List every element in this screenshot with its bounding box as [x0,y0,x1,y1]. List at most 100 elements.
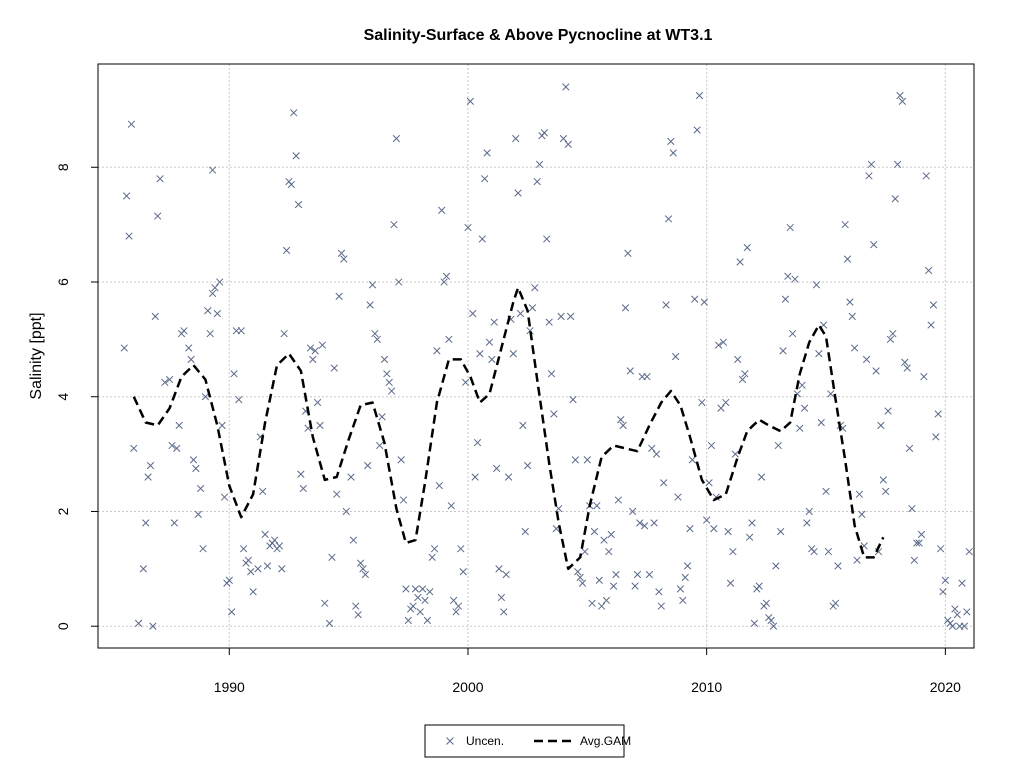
data-point [354,611,362,619]
data-point [361,570,369,579]
data-point [309,355,317,364]
data-point [600,536,608,544]
data-point [908,504,916,513]
data-point [664,215,673,223]
data-point [321,599,329,607]
data-point [757,473,766,481]
data-point [254,565,262,573]
data-point [414,593,422,602]
data-point [939,588,947,596]
data-point [963,608,971,616]
data-point [671,352,680,361]
data-point [376,441,384,450]
data-point [275,542,284,550]
data-point [705,479,713,487]
data-point [378,413,386,421]
data-point [170,519,179,527]
data-point [156,175,164,183]
data-point [385,378,393,387]
data-point [149,622,157,630]
data-point [834,562,842,570]
data-point [703,516,711,524]
data-point [512,134,520,143]
x-tick-label: 2000 [452,679,483,695]
chart-title: Salinity-Surface & Above Pycnocline at W… [364,27,713,44]
data-point [509,350,517,358]
data-point [858,510,866,518]
data-point [896,91,904,100]
data-point [259,487,267,496]
data-point [855,490,864,498]
data-point [418,585,427,593]
data-point [688,456,696,464]
data-point [411,585,420,593]
data-point [237,327,245,335]
data-point [762,599,770,607]
data-point [335,292,343,300]
data-point [454,602,463,610]
data-point [397,456,405,464]
data-point [915,539,923,547]
data-point [745,533,754,541]
data-point [550,410,558,418]
data-point [660,479,668,487]
data-point [228,608,236,616]
data-point [734,355,742,364]
data-point [173,444,181,453]
data-point [349,536,358,544]
data-point [731,450,739,458]
data-point [707,441,716,450]
data-point [872,367,880,375]
legend-label-uncen: Uncen. [466,734,504,748]
y-tick-label: 0 [55,622,71,630]
data-point [614,496,623,504]
data-point [796,424,804,432]
data-point [204,307,212,315]
y-tick-label: 2 [55,507,71,515]
data-point [280,329,288,338]
data-point [216,278,224,286]
data-point [922,172,930,180]
data-point [297,470,305,478]
data-point [848,312,856,321]
data-point [416,608,424,616]
data-point [827,390,835,398]
data-point [206,329,214,338]
data-point [612,570,620,579]
data-point [154,212,162,220]
data-point [328,553,336,562]
data-point [196,484,205,493]
data-point [729,547,737,556]
data-point [387,387,396,395]
scatter-points [120,83,973,630]
data-point [543,235,551,243]
data-point [120,344,128,352]
data-point [337,249,346,257]
data-point [452,608,460,616]
data-point [817,418,825,427]
data-point [781,295,790,303]
data-point [421,596,429,605]
data-point [645,570,654,579]
y-tick-label: 8 [55,163,71,171]
data-point [478,235,486,243]
data-point [700,298,708,306]
data-point [457,545,465,553]
data-point [404,616,412,625]
data-point [435,481,443,490]
data-point [898,97,907,105]
data-point [263,562,272,570]
data-point [619,421,627,430]
data-point [347,473,355,481]
data-point [473,438,482,447]
data-point [130,444,138,453]
data-point [366,301,374,309]
data-point [877,421,885,430]
data-point [208,289,217,298]
data-point [924,266,933,275]
data-point [607,530,615,539]
data-point [547,370,556,378]
data-point [287,180,295,189]
data-point [886,335,895,344]
legend-label-avg-gam: Avg.GAM [580,734,631,748]
